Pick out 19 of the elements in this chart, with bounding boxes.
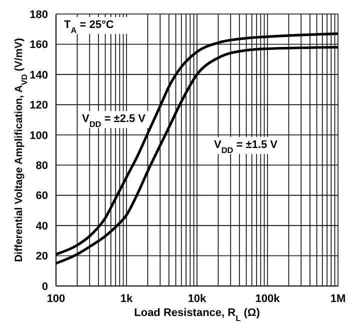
y-tick-label: 60: [36, 190, 48, 202]
y-tick-label: 80: [36, 160, 48, 172]
y-tick-label: 100: [30, 130, 48, 142]
x-tick-label: 100: [46, 292, 66, 305]
y-tick-label: 180: [30, 8, 48, 21]
x-tick-label: 100k: [255, 292, 281, 305]
y-tick-label: 120: [30, 100, 48, 112]
x-tick-label: 1M: [330, 292, 346, 305]
x-tick-label: 1k: [120, 292, 134, 305]
y-tick-label: 140: [30, 69, 48, 82]
x-tick-label: 10k: [188, 292, 208, 305]
y-tick-label: 0: [42, 280, 48, 293]
y-tick-label: 160: [30, 39, 48, 52]
y-tick-label: 40: [36, 220, 48, 232]
annotation: V$_{DD}$ = ±2.5 V: [82, 113, 146, 128]
y-tick-label: 20: [36, 250, 48, 263]
annotation: V$_{DD}$ = ±1.5 V: [214, 139, 278, 154]
annotation: T$_{A}$ = 25°C: [64, 19, 114, 34]
x-axis-title: Load Resistance, R$_{L}$ (Ω): [134, 307, 260, 322]
